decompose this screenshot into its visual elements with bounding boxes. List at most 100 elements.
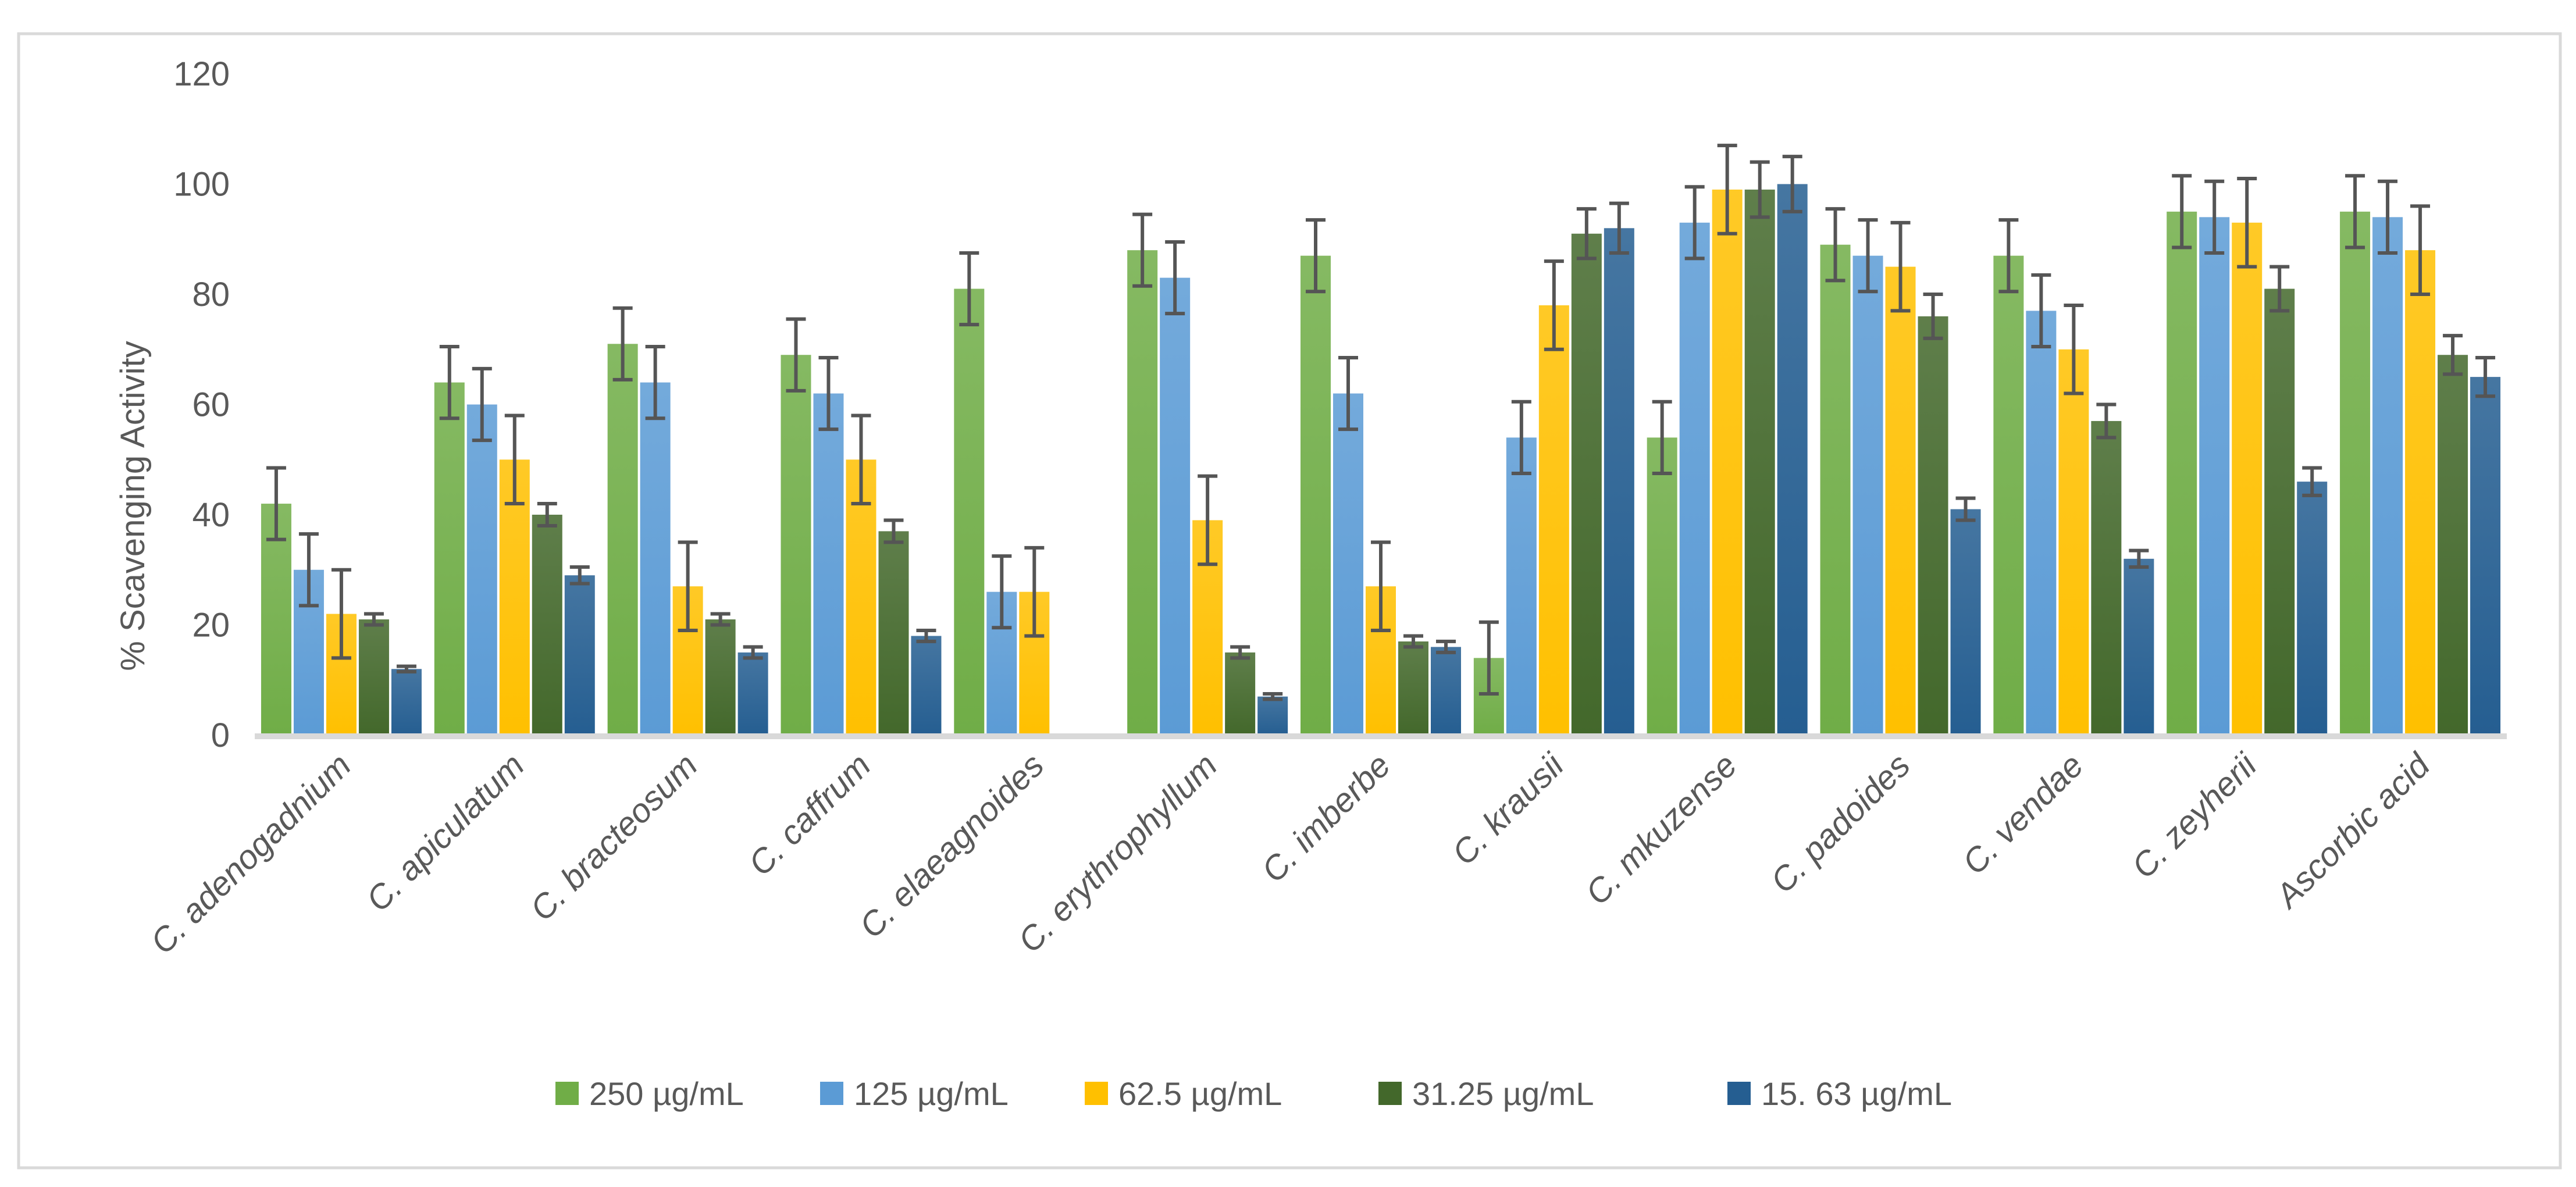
bar [954,288,985,735]
error-bar [1609,201,1629,255]
error-bar [2269,265,2290,313]
error-bar [851,414,871,506]
error-bar [1684,185,1705,261]
error-bar [743,645,763,660]
error-bar [1890,220,1911,313]
error-bar [1198,474,1218,566]
bar [1712,189,1743,736]
bar [640,382,671,735]
error-bar [645,345,665,420]
error-bar [1263,691,1283,701]
error-bar [2475,355,2496,398]
bar [2297,482,2328,735]
bar [737,652,768,735]
error-bar [2129,548,2149,569]
error-bar [396,664,416,674]
error-bar [1576,207,1597,261]
error-bar [786,317,806,393]
error-bar [1782,155,1802,213]
error-bar [1478,620,1499,696]
y-tick-label: 40 [192,496,230,534]
legend-label: 62.5 µg/mL [1118,1075,1282,1112]
error-bar [612,306,633,382]
bar [781,355,811,735]
error-bar [1511,400,1531,475]
y-tick-label: 100 [173,166,230,204]
error-bar [1403,634,1423,649]
error-bar [1652,400,1672,475]
bar [1257,696,1288,735]
bar [911,636,942,735]
legend-swatch [1085,1082,1108,1105]
error-bar [1717,144,1737,236]
bar [1993,255,2024,735]
bar [1950,509,1981,735]
legend-label: 15. 63 µg/mL [1761,1075,1952,1112]
bar [1820,244,1851,736]
error-bar [992,554,1012,630]
legend-label: 31.25 µg/mL [1412,1075,1594,1112]
error-bar [2172,174,2192,249]
bar [358,619,389,735]
error-bar [818,355,839,432]
bar [1160,277,1191,735]
bar [1398,641,1428,735]
error-bar [1544,259,1564,351]
bar [878,531,909,735]
bar [2123,558,2154,735]
legend-swatch [820,1082,843,1105]
error-bar [298,532,319,608]
bar [813,393,844,735]
error-bar [1858,218,1878,294]
error-bar [2443,334,2463,376]
bar [1431,647,1461,735]
bar [1538,305,1569,735]
bar [2372,217,2403,736]
bar [2026,311,2057,735]
y-tick-label: 80 [192,276,230,313]
error-bar [2031,273,2051,349]
bar [1571,233,1602,735]
error-bar [504,414,525,506]
bar [2264,288,2295,735]
bar [705,619,736,735]
error-bar [2410,204,2431,296]
y-tick-label: 60 [192,386,230,424]
legend-swatch [1727,1082,1751,1105]
error-bar [1230,645,1250,660]
error-bar [710,612,731,627]
bar [607,344,638,735]
error-bar [1923,293,1943,340]
error-bar [1825,207,1845,283]
error-bar [2237,177,2257,269]
error-bar [331,568,351,660]
error-bar [2302,466,2322,497]
bar [499,459,530,735]
bar [1852,255,1883,735]
bar [2405,250,2436,735]
error-bar [1998,218,2019,294]
error-bar [364,612,384,627]
bar [1647,437,1677,735]
bar [2167,211,2197,735]
legend-label: 125 µg/mL [854,1075,1009,1112]
error-bar [472,366,492,443]
error-bar [2096,402,2117,440]
error-bar [1132,212,1153,288]
bar [261,504,291,735]
bar [1301,255,1331,735]
error-bar [266,466,286,541]
bar [532,515,562,735]
bar [1506,437,1537,735]
bar [2232,222,2263,735]
error-bar [2204,179,2225,255]
error-bar [1024,546,1045,638]
bar [2340,211,2371,735]
bar [564,575,595,735]
bar [1333,393,1363,735]
bar [2470,377,2501,735]
bar [1604,228,1634,735]
error-bar [1750,160,1770,219]
y-tick-label: 0 [211,717,230,754]
